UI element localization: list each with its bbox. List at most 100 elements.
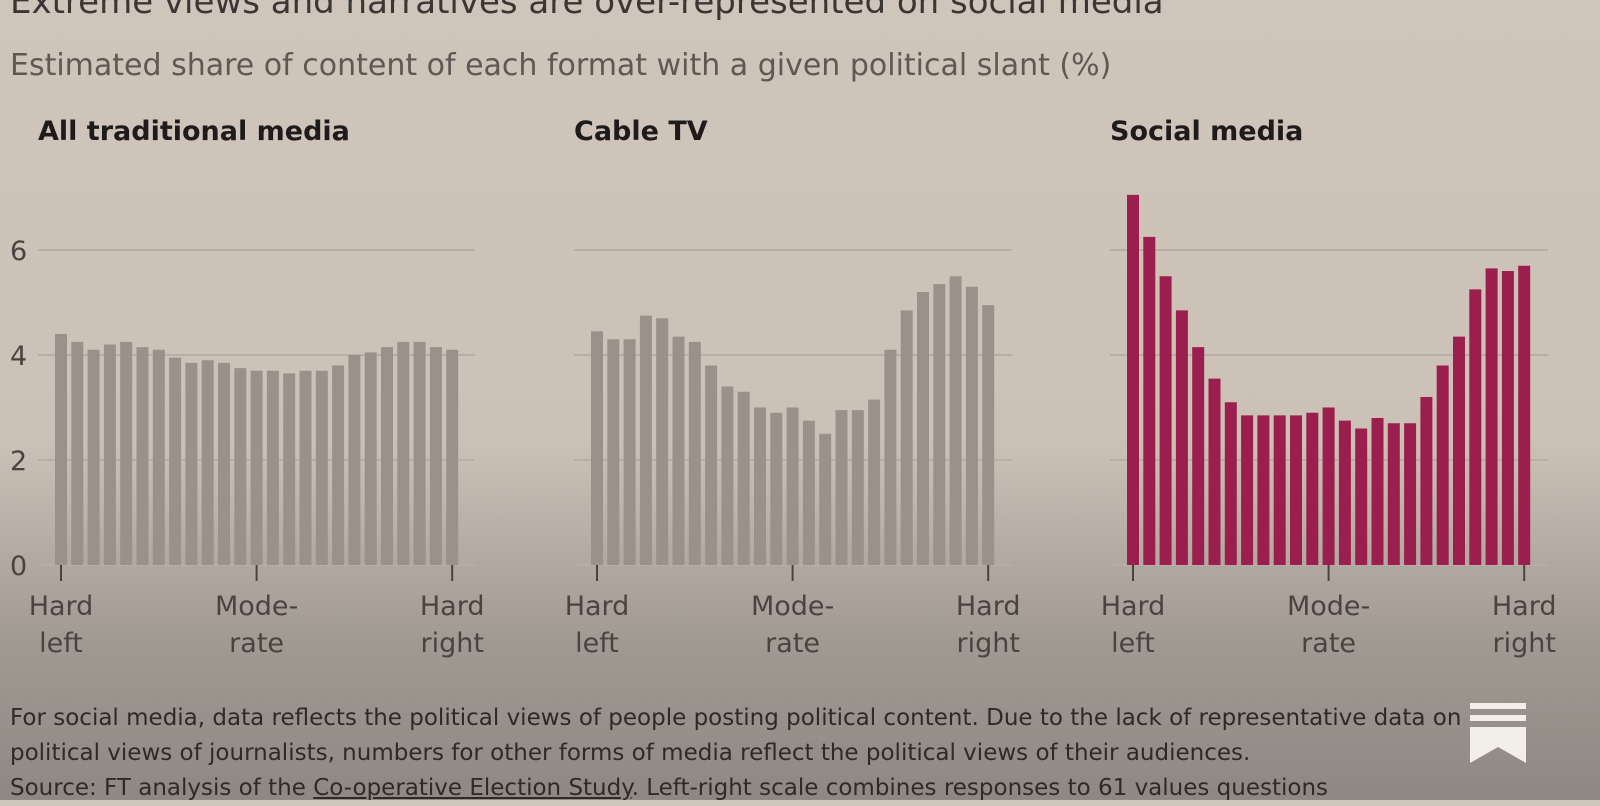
x-tick-label: left bbox=[575, 628, 619, 659]
bar-traditional-8 bbox=[169, 357, 182, 565]
x-tick-label: Mode- bbox=[751, 591, 834, 622]
bar-traditional-10 bbox=[201, 360, 214, 565]
bar-social-23 bbox=[1485, 268, 1498, 565]
y-tick-label: 4 bbox=[10, 341, 27, 372]
bar-cable-15 bbox=[819, 433, 832, 565]
bar-social-8 bbox=[1241, 415, 1254, 565]
panel-title-social: Social media bbox=[1110, 116, 1304, 147]
x-tick-label: Hard bbox=[29, 591, 94, 622]
bar-cable-23 bbox=[949, 276, 962, 565]
x-tick-label: Hard bbox=[1492, 591, 1557, 622]
bar-social-3 bbox=[1159, 276, 1172, 565]
x-tick-label: Mode- bbox=[1287, 591, 1370, 622]
chart-subtitle: Estimated share of content of each forma… bbox=[10, 48, 1112, 83]
bar-social-19 bbox=[1420, 397, 1433, 565]
bar-social-10 bbox=[1273, 415, 1286, 565]
bar-traditional-15 bbox=[283, 373, 296, 565]
bar-social-17 bbox=[1387, 423, 1400, 565]
bar-social-24 bbox=[1501, 271, 1514, 565]
bar-traditional-24 bbox=[429, 347, 442, 565]
y-tick-label: 2 bbox=[10, 446, 27, 477]
bar-cable-11 bbox=[754, 407, 766, 565]
bar-cable-17 bbox=[851, 410, 864, 565]
x-tick-label: left bbox=[1111, 628, 1155, 659]
x-tick-label: Mode- bbox=[215, 591, 298, 622]
bar-social-25 bbox=[1518, 265, 1531, 565]
bar-social-13 bbox=[1322, 407, 1335, 565]
bar-traditional-18 bbox=[332, 365, 345, 565]
bar-cable-19 bbox=[884, 349, 897, 565]
bar-traditional-1 bbox=[55, 334, 67, 565]
source-suffix: . Left-right scale combines responses to… bbox=[631, 775, 1329, 801]
bar-cable-25 bbox=[982, 305, 995, 565]
source-line: Source: FT analysis of the Co-operative … bbox=[10, 771, 1510, 806]
x-tick-label: rate bbox=[1301, 628, 1356, 659]
y-tick-label: 0 bbox=[10, 551, 27, 582]
bar-cable-3 bbox=[623, 339, 636, 565]
bar-cable-9 bbox=[721, 386, 734, 565]
x-tick-label: right bbox=[1492, 628, 1555, 659]
bar-cable-6 bbox=[672, 336, 685, 565]
y-tick-label: 6 bbox=[10, 236, 27, 267]
bookmark-icon[interactable] bbox=[1470, 703, 1526, 765]
bar-traditional-22 bbox=[397, 341, 410, 565]
bar-cable-7 bbox=[688, 341, 701, 565]
bar-social-14 bbox=[1338, 420, 1351, 565]
footnote-line-2: political views of journalists, numbers … bbox=[10, 740, 1251, 766]
bar-traditional-3 bbox=[87, 349, 100, 565]
bar-cable-13 bbox=[786, 407, 799, 565]
bar-social-15 bbox=[1355, 428, 1368, 565]
bar-traditional-16 bbox=[299, 370, 312, 565]
bar-social-9 bbox=[1257, 415, 1270, 565]
bar-traditional-12 bbox=[234, 368, 247, 565]
x-tick-label: right bbox=[956, 628, 1019, 659]
bar-social-22 bbox=[1469, 289, 1482, 565]
bar-traditional-6 bbox=[136, 347, 149, 565]
bar-traditional-19 bbox=[348, 355, 361, 565]
x-tick-label: Hard bbox=[1101, 591, 1166, 622]
bar-social-20 bbox=[1436, 365, 1449, 565]
bar-cable-1 bbox=[591, 331, 603, 565]
bar-social-21 bbox=[1453, 336, 1465, 565]
bar-cable-12 bbox=[770, 412, 783, 565]
bar-cable-4 bbox=[639, 315, 652, 565]
bar-traditional-13 bbox=[250, 370, 263, 565]
bar-traditional-5 bbox=[120, 341, 133, 565]
bar-traditional-21 bbox=[381, 347, 393, 565]
x-tick-label: left bbox=[39, 628, 83, 659]
bar-cable-20 bbox=[900, 310, 913, 565]
bar-social-16 bbox=[1371, 418, 1384, 565]
bar-social-11 bbox=[1290, 415, 1302, 565]
bar-traditional-9 bbox=[185, 362, 198, 565]
bar-traditional-23 bbox=[413, 341, 426, 565]
bar-traditional-7 bbox=[152, 349, 165, 565]
x-tick-label: rate bbox=[765, 628, 820, 659]
bar-social-6 bbox=[1208, 378, 1221, 565]
bar-cable-14 bbox=[802, 420, 815, 565]
panel-title-cable: Cable TV bbox=[574, 116, 708, 147]
x-tick-label: Hard bbox=[420, 591, 485, 622]
bar-social-5 bbox=[1192, 347, 1205, 565]
bar-traditional-2 bbox=[71, 341, 84, 565]
bar-traditional-17 bbox=[315, 370, 328, 565]
bar-traditional-11 bbox=[218, 362, 230, 565]
bar-traditional-25 bbox=[446, 349, 459, 565]
bar-cable-22 bbox=[933, 284, 946, 565]
bar-social-4 bbox=[1175, 310, 1188, 565]
x-tick-label: Hard bbox=[956, 591, 1021, 622]
bar-cable-16 bbox=[835, 410, 848, 565]
x-tick-label: right bbox=[420, 628, 483, 659]
charts-area: 0 2 4 6 Hard left Mode-rate Hard right Hard left Mo… bbox=[10, 194, 1557, 659]
footnote: For social media, data reflects the poli… bbox=[10, 701, 1510, 806]
footnote-line-1: For social media, data reflects the poli… bbox=[10, 705, 1462, 731]
bar-cable-8 bbox=[705, 365, 718, 565]
bar-cable-10 bbox=[737, 391, 750, 565]
source-link[interactable]: Co-operative Election Study bbox=[313, 775, 632, 801]
x-tick-label: rate bbox=[229, 628, 284, 659]
x-tick-label: Hard bbox=[565, 591, 630, 622]
bar-social-18 bbox=[1404, 423, 1417, 565]
bar-social-7 bbox=[1224, 402, 1237, 565]
bar-social-12 bbox=[1306, 412, 1319, 565]
bar-cable-21 bbox=[917, 292, 929, 565]
bar-cable-18 bbox=[868, 399, 881, 565]
